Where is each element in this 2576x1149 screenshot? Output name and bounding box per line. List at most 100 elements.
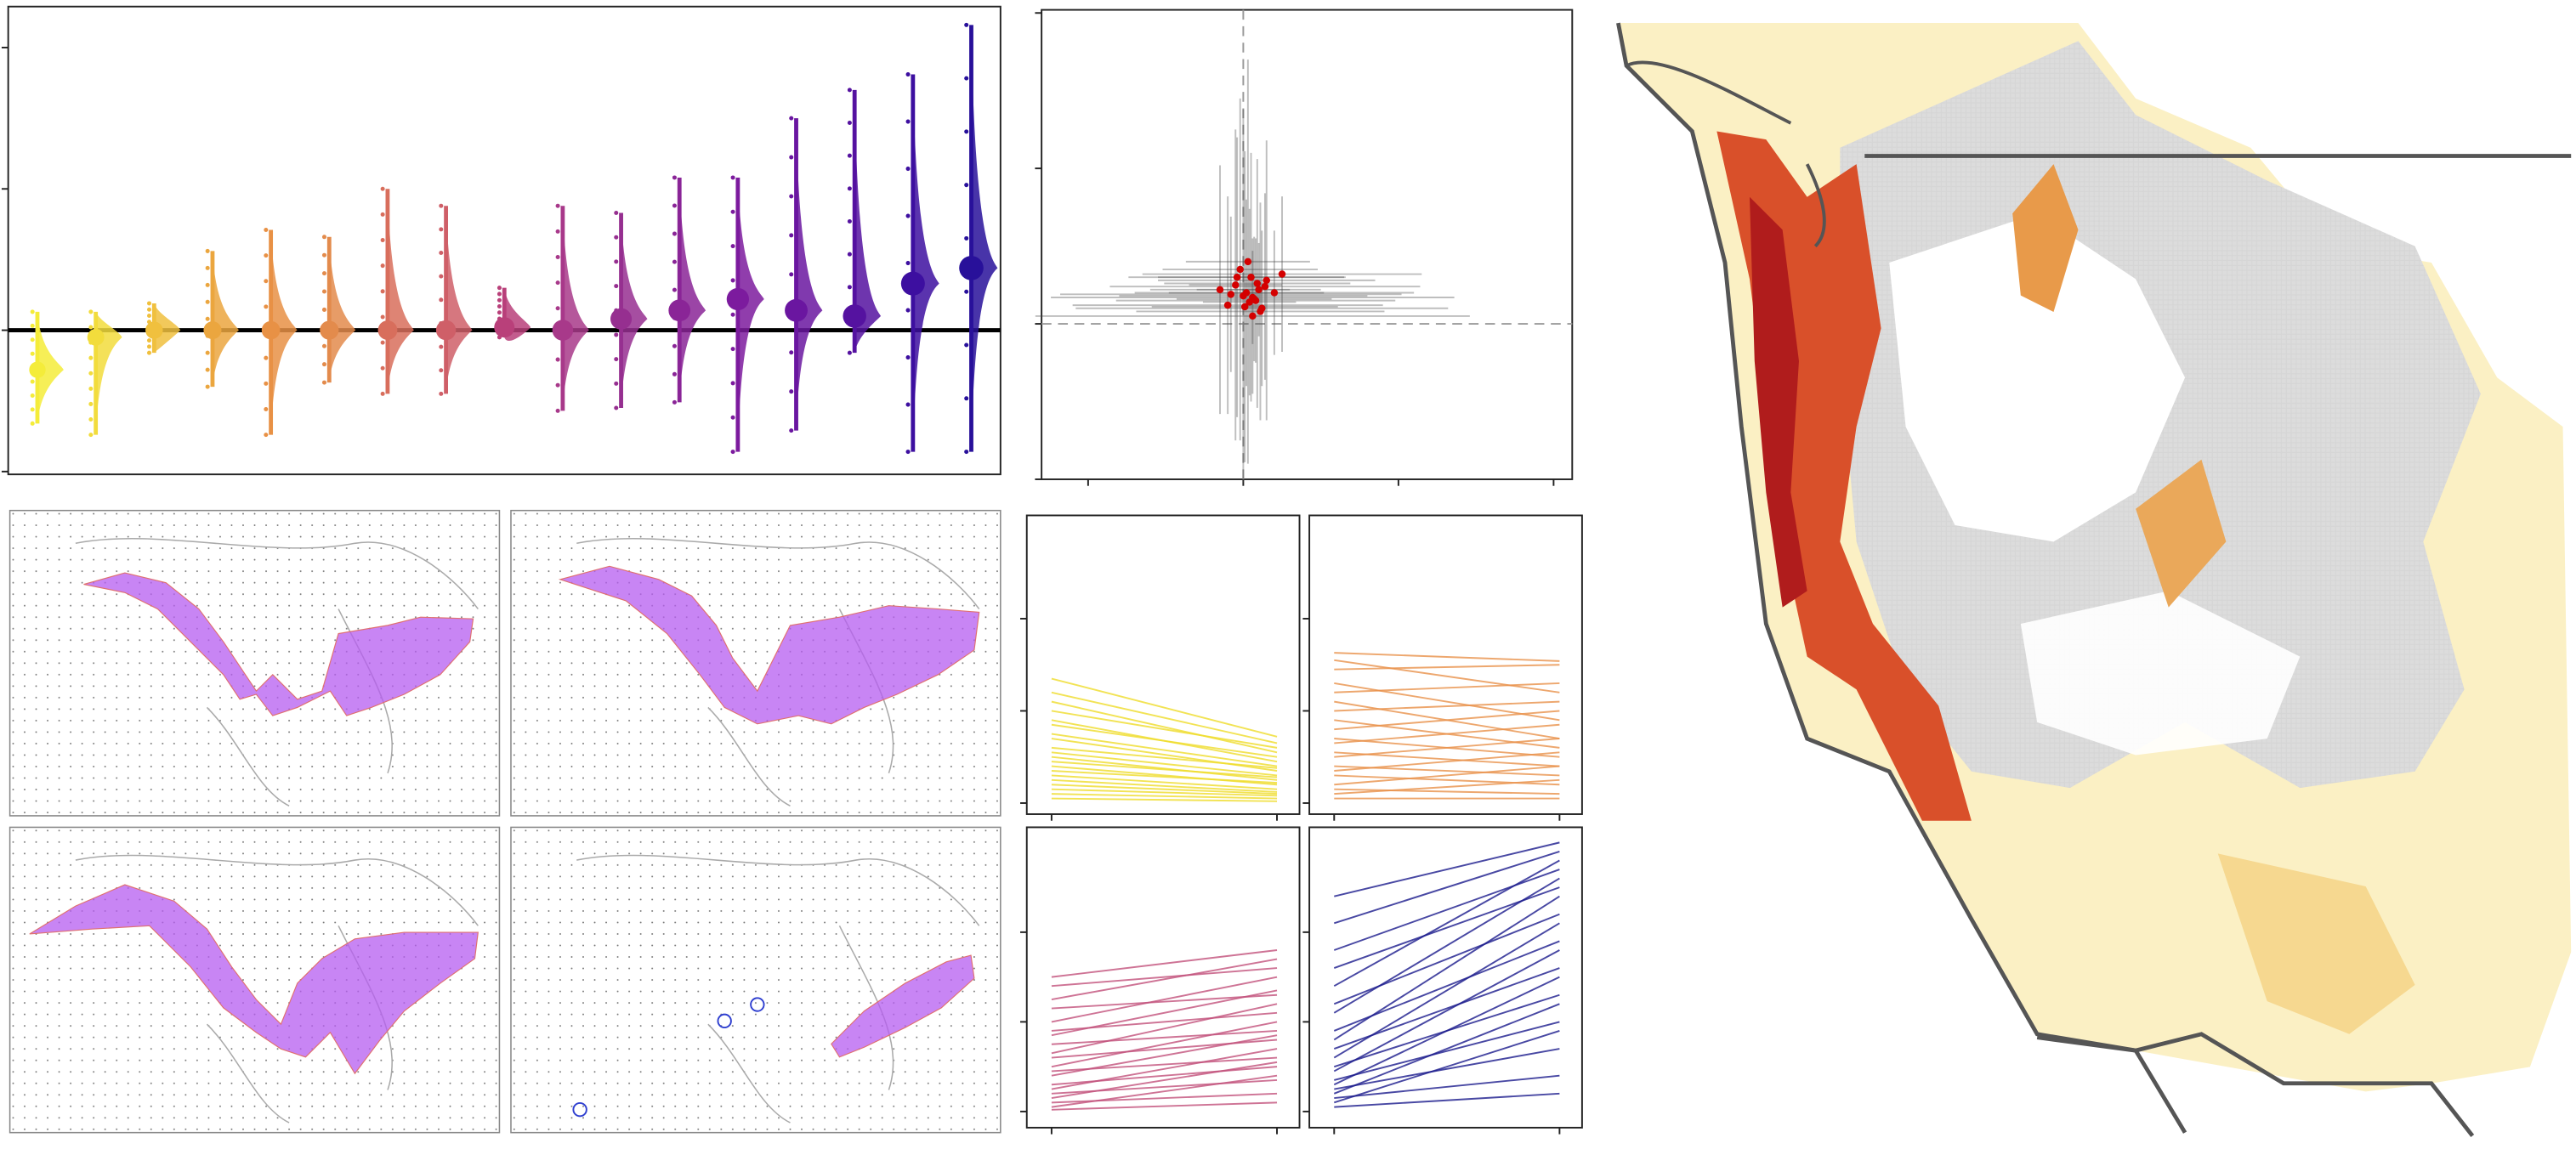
outlier-dot <box>380 263 385 269</box>
outlier-dot <box>614 405 619 410</box>
outlier-dot <box>205 367 210 372</box>
outlier-dot <box>789 233 794 238</box>
outlier-dot <box>380 340 385 345</box>
slope-line <box>1051 1061 1278 1100</box>
plot-frame <box>1025 826 1301 1129</box>
slope-line <box>1333 1030 1560 1104</box>
outlier-dot <box>614 284 619 289</box>
outlier-dot <box>30 323 35 328</box>
outlier-dot <box>88 401 94 406</box>
slope-line <box>1051 967 1278 988</box>
outlier-dot <box>614 381 619 386</box>
slope-line <box>1333 949 1560 1073</box>
outlier-dot <box>321 271 326 276</box>
map-panel <box>9 509 501 817</box>
outlier-dot <box>964 22 969 27</box>
outlier-dot <box>905 355 911 360</box>
outlier-dot <box>555 408 560 413</box>
point <box>1233 273 1241 281</box>
violin <box>854 89 882 354</box>
outlier-dot <box>321 343 326 348</box>
outlier-dot <box>672 287 677 292</box>
slope-line <box>1334 841 1560 897</box>
outlier-dot <box>30 393 35 398</box>
outlier-dot <box>264 406 269 411</box>
outlier-dot <box>789 272 794 277</box>
outlier-dot <box>205 384 210 389</box>
point <box>1249 293 1257 302</box>
outlier-dot <box>905 261 911 266</box>
slope-line <box>1051 770 1278 784</box>
slope-line <box>1051 778 1278 793</box>
outlier-dot <box>555 203 560 208</box>
slope-line <box>1334 751 1560 772</box>
plot-frame <box>7 5 1001 476</box>
slope-line <box>1334 682 1560 722</box>
mean-point <box>726 287 750 311</box>
point <box>1262 276 1271 285</box>
mean-point <box>377 320 398 340</box>
outlier-dot <box>146 350 152 355</box>
slope-line <box>1334 765 1560 786</box>
violin <box>737 177 764 452</box>
point <box>1236 265 1244 274</box>
mean-point <box>610 308 633 330</box>
outlier-dot <box>321 362 326 367</box>
outlier-dot <box>321 252 326 258</box>
outlier-dot <box>614 211 619 216</box>
violin <box>387 189 414 394</box>
slope-line <box>1051 1029 1278 1045</box>
mean-point <box>87 328 105 346</box>
slope-line <box>1051 784 1278 795</box>
mean-point <box>900 271 925 296</box>
outlier-dot <box>789 350 794 355</box>
slope-line <box>1334 1048 1560 1090</box>
point <box>1253 280 1262 287</box>
point <box>1257 308 1264 315</box>
outlier-dot <box>555 382 560 388</box>
slope-line <box>1051 1003 1278 1055</box>
slope-line <box>1333 877 1560 1014</box>
slope-line <box>1051 958 1278 1000</box>
outlier-dot <box>88 355 94 360</box>
outlier-dot <box>321 289 326 294</box>
slope-line <box>1051 774 1278 790</box>
slope-line <box>1051 691 1278 744</box>
mean-point <box>261 320 281 340</box>
slope-line <box>1334 664 1560 671</box>
outlier-dot <box>205 350 210 355</box>
outlier-dot <box>380 365 385 371</box>
outlier-dot <box>30 309 35 314</box>
outlier-dot <box>847 285 852 290</box>
map-panel <box>510 509 1001 817</box>
plot-frame <box>1308 514 1583 815</box>
outlier-dot <box>730 415 735 420</box>
mean-point <box>552 320 574 341</box>
slope-line <box>1333 851 1560 925</box>
outlier-dot <box>205 248 210 253</box>
violin <box>621 212 648 409</box>
outlier-dot <box>614 357 619 362</box>
outlier-dot <box>439 391 444 396</box>
slope-line <box>1334 700 1560 712</box>
outlier-dot <box>146 344 152 349</box>
point <box>1247 273 1255 281</box>
point <box>1216 286 1224 294</box>
point <box>1278 270 1286 278</box>
slope-line <box>1051 793 1278 800</box>
outlier-dot <box>439 250 444 256</box>
outlier-dot <box>614 332 619 337</box>
outlier-dot <box>496 291 502 297</box>
mean-point <box>145 321 163 339</box>
outlier-dot <box>555 229 560 234</box>
outlier-dot <box>730 381 735 386</box>
mean-point <box>203 321 222 340</box>
slope-line <box>1334 723 1560 744</box>
slope-line <box>1051 976 1278 1023</box>
slope-line <box>1051 723 1278 758</box>
outlier-dot <box>321 235 326 240</box>
outlier-dot <box>964 235 969 241</box>
outlier-dot <box>264 381 269 386</box>
outlier-dot <box>496 286 502 291</box>
